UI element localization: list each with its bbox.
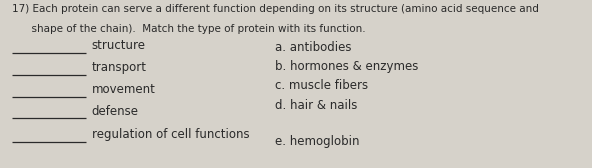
Text: c. muscle fibers: c. muscle fibers — [275, 79, 368, 92]
Text: 17) Each protein can serve a different function depending on its structure (amin: 17) Each protein can serve a different f… — [12, 4, 539, 14]
Text: regulation of cell functions: regulation of cell functions — [92, 128, 249, 141]
Text: e. hemoglobin: e. hemoglobin — [275, 135, 360, 149]
Text: defense: defense — [92, 105, 139, 118]
Text: shape of the chain).  Match the type of protein with its function.: shape of the chain). Match the type of p… — [12, 24, 365, 34]
Text: d. hair & nails: d. hair & nails — [275, 99, 358, 112]
Text: transport: transport — [92, 61, 147, 74]
Text: movement: movement — [92, 83, 156, 96]
Text: b. hormones & enzymes: b. hormones & enzymes — [275, 60, 419, 73]
Text: a. antibodies: a. antibodies — [275, 40, 352, 54]
Text: structure: structure — [92, 39, 146, 52]
